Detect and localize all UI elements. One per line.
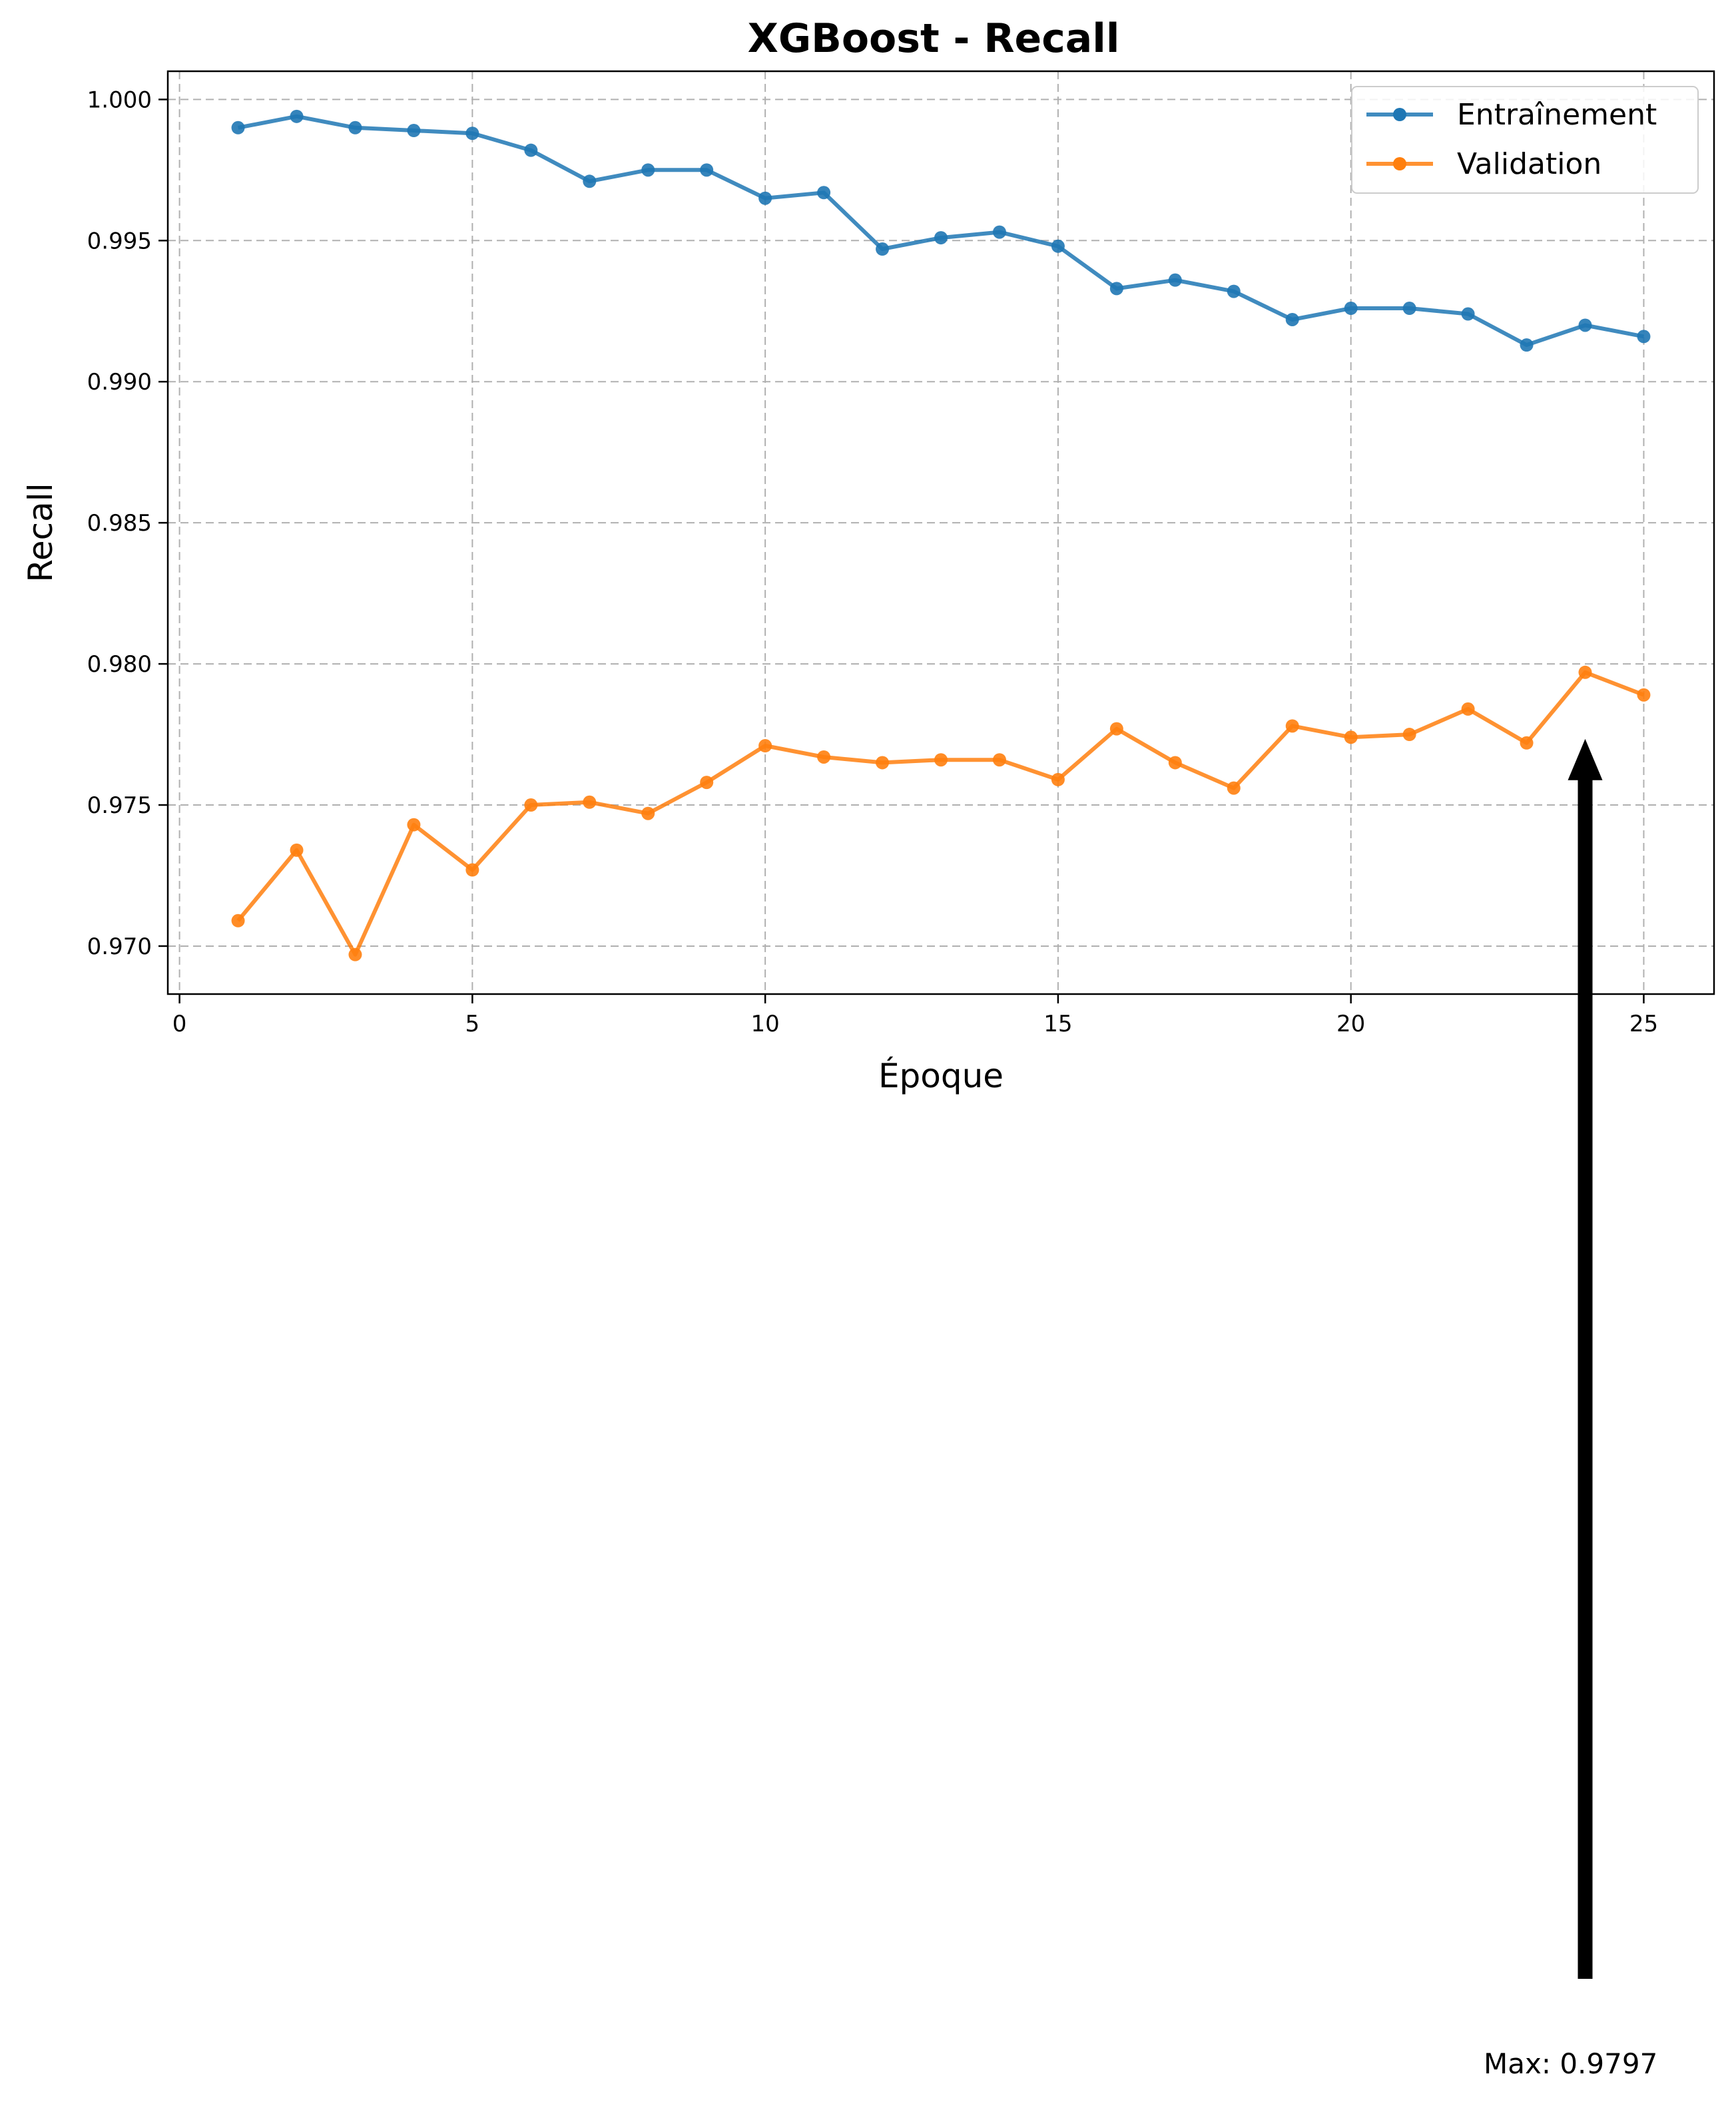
data-point: [992, 753, 1006, 767]
data-point: [407, 124, 421, 138]
data-point: [817, 186, 831, 200]
data-point: [1168, 273, 1182, 287]
data-point: [348, 121, 362, 134]
y-tick-label: 0.975: [87, 792, 152, 819]
x-tick-label: 20: [1336, 1011, 1365, 1037]
data-point: [1051, 772, 1065, 786]
data-point: [1285, 719, 1299, 733]
annotation-arrow-head: [1568, 738, 1603, 780]
data-point: [231, 914, 245, 927]
data-point: [934, 231, 948, 245]
data-point: [524, 798, 538, 812]
y-tick-label: 0.995: [87, 228, 152, 254]
data-point: [1168, 756, 1182, 770]
data-point: [524, 143, 538, 157]
legend-item: Entraînement: [1366, 98, 1657, 132]
data-point: [817, 750, 831, 764]
x-tick-label: 25: [1629, 1011, 1658, 1037]
data-point: [1402, 728, 1416, 742]
y-tick-label: 1.000: [87, 87, 152, 113]
data-point: [1285, 312, 1299, 326]
data-point: [465, 127, 479, 140]
legend-marker: [1393, 157, 1406, 170]
axis-ticks: 0 5 10 15 20 25 0.970 0.975 0.980 0.985 0.990 0.995…: [87, 87, 1658, 1037]
data-point: [641, 163, 655, 177]
series-layer: [231, 109, 1651, 961]
data-point: [583, 174, 597, 188]
data-point: [1344, 302, 1358, 316]
data-point: [1637, 330, 1651, 344]
x-axis-label: Époque: [878, 1056, 1004, 1095]
legend-label: Validation: [1457, 147, 1601, 181]
data-point: [290, 843, 304, 857]
data-point: [1461, 702, 1475, 716]
x-tick-label: 15: [1043, 1011, 1072, 1037]
data-point: [992, 225, 1006, 239]
data-point: [700, 163, 714, 177]
y-tick-label: 0.990: [87, 369, 152, 395]
data-point: [1637, 688, 1651, 702]
y-tick-label: 0.970: [87, 933, 152, 960]
data-point: [583, 795, 597, 809]
y-tick-label: 0.980: [87, 651, 152, 678]
x-tick-label: 5: [465, 1011, 480, 1037]
data-point: [1051, 239, 1065, 253]
data-point: [1109, 722, 1123, 736]
legend: Entraînement Validation: [1351, 86, 1699, 194]
series-line: [236, 670, 1645, 957]
series-training: [231, 109, 1651, 352]
max-annotation: Max: 0.9797: [1484, 738, 1657, 2080]
data-point: [290, 109, 304, 123]
grid-lines: [168, 71, 1714, 994]
series-validation: [231, 665, 1651, 961]
data-point: [465, 863, 479, 877]
chart-title: XGBoost - Recall: [748, 15, 1120, 62]
legend-label: Entraînement: [1457, 98, 1657, 132]
data-point: [758, 191, 772, 205]
data-point: [934, 753, 948, 767]
data-point: [1578, 665, 1592, 679]
data-point: [1109, 282, 1123, 296]
y-axis-label: Recall: [21, 483, 60, 582]
annotation-text: Max: 0.9797: [1484, 2047, 1657, 2080]
data-point: [1227, 781, 1241, 795]
data-point: [1578, 318, 1592, 332]
data-point: [700, 776, 714, 790]
data-point: [1520, 338, 1534, 352]
data-point: [1402, 302, 1416, 316]
legend-item: Validation: [1366, 147, 1601, 181]
data-point: [1344, 730, 1358, 744]
data-point: [876, 242, 890, 256]
data-point: [876, 756, 890, 770]
legend-marker: [1393, 108, 1406, 121]
data-point: [407, 818, 421, 832]
data-point: [1227, 284, 1241, 298]
data-point: [1461, 307, 1475, 321]
data-point: [758, 739, 772, 753]
data-point: [231, 121, 245, 134]
legend-box: [1351, 86, 1699, 194]
x-tick-label: 10: [751, 1011, 780, 1037]
plot-frame: [166, 70, 1715, 995]
y-tick-label: 0.985: [87, 510, 152, 537]
data-point: [348, 947, 362, 961]
data-point: [641, 806, 655, 820]
data-point: [1520, 736, 1534, 750]
x-tick-label: 0: [172, 1011, 187, 1037]
